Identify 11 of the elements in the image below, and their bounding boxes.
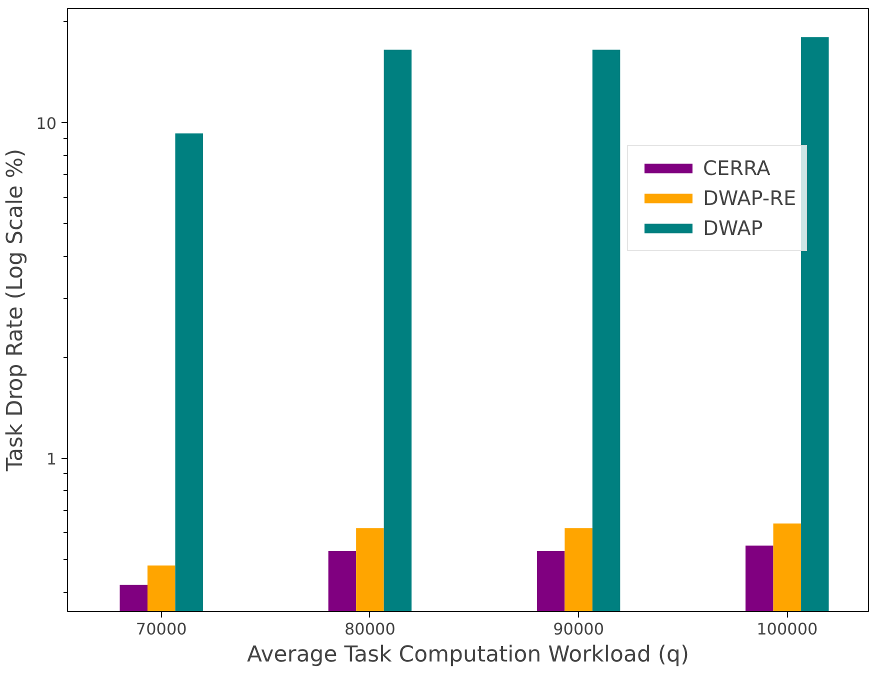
y-axis-title: Task Drop Rate (Log Scale %) <box>3 148 28 472</box>
x-tick-label: 100000 <box>756 620 818 638</box>
legend-label: DWAP <box>703 216 763 240</box>
x-tick-label: 70000 <box>136 620 187 638</box>
x-axis-title: Average Task Computation Workload (q) <box>246 642 690 668</box>
y-tick-label: 10 <box>36 114 56 133</box>
legend-label: CERRA <box>703 156 770 180</box>
x-tick-label: 90000 <box>553 620 604 638</box>
x-tick-label: 80000 <box>344 620 396 638</box>
legend-label: DWAP-RE <box>703 186 796 210</box>
y-tick-label: 1 <box>46 449 57 468</box>
